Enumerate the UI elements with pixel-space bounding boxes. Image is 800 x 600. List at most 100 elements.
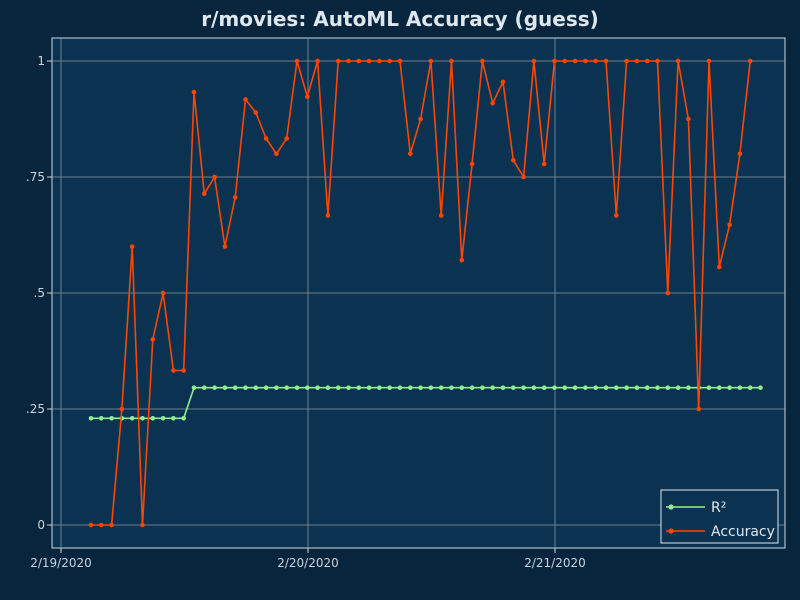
data-point-r2 [541, 385, 547, 391]
x-tick-label: 2/21/2020 [524, 556, 586, 570]
data-point-r2 [521, 385, 526, 391]
data-point-accuracy [531, 58, 537, 64]
data-point-accuracy [614, 213, 619, 218]
data-point-accuracy [521, 174, 526, 180]
y-tick-label: .75 [26, 170, 45, 184]
y-tick-label: 0 [37, 518, 45, 532]
data-point-accuracy [191, 89, 197, 95]
data-point-accuracy [274, 151, 279, 157]
data-point-r2 [129, 416, 135, 421]
data-point-accuracy [140, 522, 145, 528]
data-point-accuracy [572, 58, 578, 64]
data-point-accuracy [408, 151, 413, 157]
data-point-r2 [583, 385, 588, 391]
data-point-r2 [212, 385, 217, 391]
data-point-accuracy [706, 58, 712, 64]
data-point-accuracy [315, 58, 320, 64]
data-point-accuracy [644, 58, 650, 64]
legend-accuracy-label: Accuracy [711, 524, 775, 540]
data-point-r2 [500, 385, 506, 391]
data-point-accuracy [603, 58, 609, 64]
data-point-r2 [284, 385, 290, 391]
data-point-accuracy [583, 58, 588, 64]
data-point-r2 [562, 385, 568, 391]
data-point-accuracy [562, 58, 568, 64]
data-point-r2 [356, 385, 362, 391]
data-point-r2 [408, 385, 413, 391]
data-point-accuracy [552, 58, 557, 64]
data-point-r2 [150, 416, 156, 421]
data-point-r2 [140, 416, 145, 421]
data-point-r2 [624, 385, 629, 391]
data-point-accuracy [717, 264, 722, 270]
data-point-accuracy [284, 136, 290, 141]
data-point-accuracy [655, 58, 660, 64]
data-point-accuracy [346, 58, 351, 64]
data-point-r2 [387, 385, 393, 391]
data-point-r2 [346, 385, 351, 391]
data-point-accuracy [294, 58, 300, 64]
data-point-r2 [727, 385, 732, 391]
data-point-r2 [294, 385, 300, 391]
data-point-accuracy [737, 151, 743, 157]
data-point-r2 [397, 385, 403, 391]
data-point-accuracy [325, 213, 331, 218]
data-point-accuracy [243, 97, 248, 102]
data-point-accuracy [253, 110, 259, 115]
legend-r2-label: R² [711, 500, 726, 516]
data-point-accuracy [171, 368, 176, 373]
data-point-accuracy [356, 58, 362, 64]
data-point-r2 [202, 385, 207, 391]
data-point-accuracy [449, 58, 454, 64]
data-point-r2 [274, 385, 279, 391]
data-point-accuracy [119, 406, 125, 412]
data-point-r2 [418, 385, 423, 391]
data-point-r2 [160, 416, 166, 421]
data-point-r2 [253, 385, 259, 391]
data-point-accuracy [675, 58, 681, 64]
data-point-accuracy [377, 58, 382, 64]
data-point-accuracy [202, 191, 207, 196]
data-point-r2 [449, 385, 454, 391]
data-point-accuracy [480, 58, 485, 64]
data-point-r2 [758, 385, 763, 391]
data-point-accuracy [665, 290, 671, 296]
data-point-r2 [686, 385, 691, 391]
legend: R² Accuracy [660, 489, 779, 544]
y-tick-label: .5 [34, 286, 45, 300]
data-point-r2 [634, 385, 640, 391]
data-point-accuracy [150, 337, 156, 342]
data-point-accuracy [727, 222, 732, 228]
data-point-r2 [490, 385, 496, 391]
data-point-r2 [99, 416, 104, 421]
data-point-r2 [675, 385, 681, 391]
chart-title: r/movies: AutoML Accuracy (guess) [201, 7, 599, 31]
data-point-accuracy [686, 116, 691, 122]
y-tick-label: .25 [26, 402, 45, 416]
data-point-accuracy [160, 290, 166, 296]
data-point-r2 [109, 416, 114, 421]
data-point-accuracy [634, 58, 640, 64]
data-point-r2 [263, 385, 269, 391]
data-point-accuracy [335, 58, 341, 64]
data-point-accuracy [181, 368, 186, 373]
x-tick-label: 2/20/2020 [277, 556, 339, 570]
data-point-r2 [243, 385, 248, 391]
data-point-accuracy [593, 58, 598, 64]
data-point-accuracy [232, 195, 238, 200]
data-point-accuracy [511, 158, 516, 163]
data-point-r2 [459, 385, 465, 391]
data-point-r2 [366, 385, 372, 391]
data-point-accuracy [366, 58, 372, 64]
data-point-accuracy [88, 522, 94, 528]
data-point-accuracy [109, 522, 114, 528]
data-point-r2 [377, 385, 382, 391]
data-point-r2 [747, 385, 753, 391]
data-point-r2 [511, 385, 516, 391]
data-point-accuracy [459, 257, 465, 263]
data-point-r2 [572, 385, 578, 391]
data-point-r2 [325, 385, 331, 391]
legend-box [660, 489, 779, 544]
data-point-accuracy [397, 58, 403, 64]
